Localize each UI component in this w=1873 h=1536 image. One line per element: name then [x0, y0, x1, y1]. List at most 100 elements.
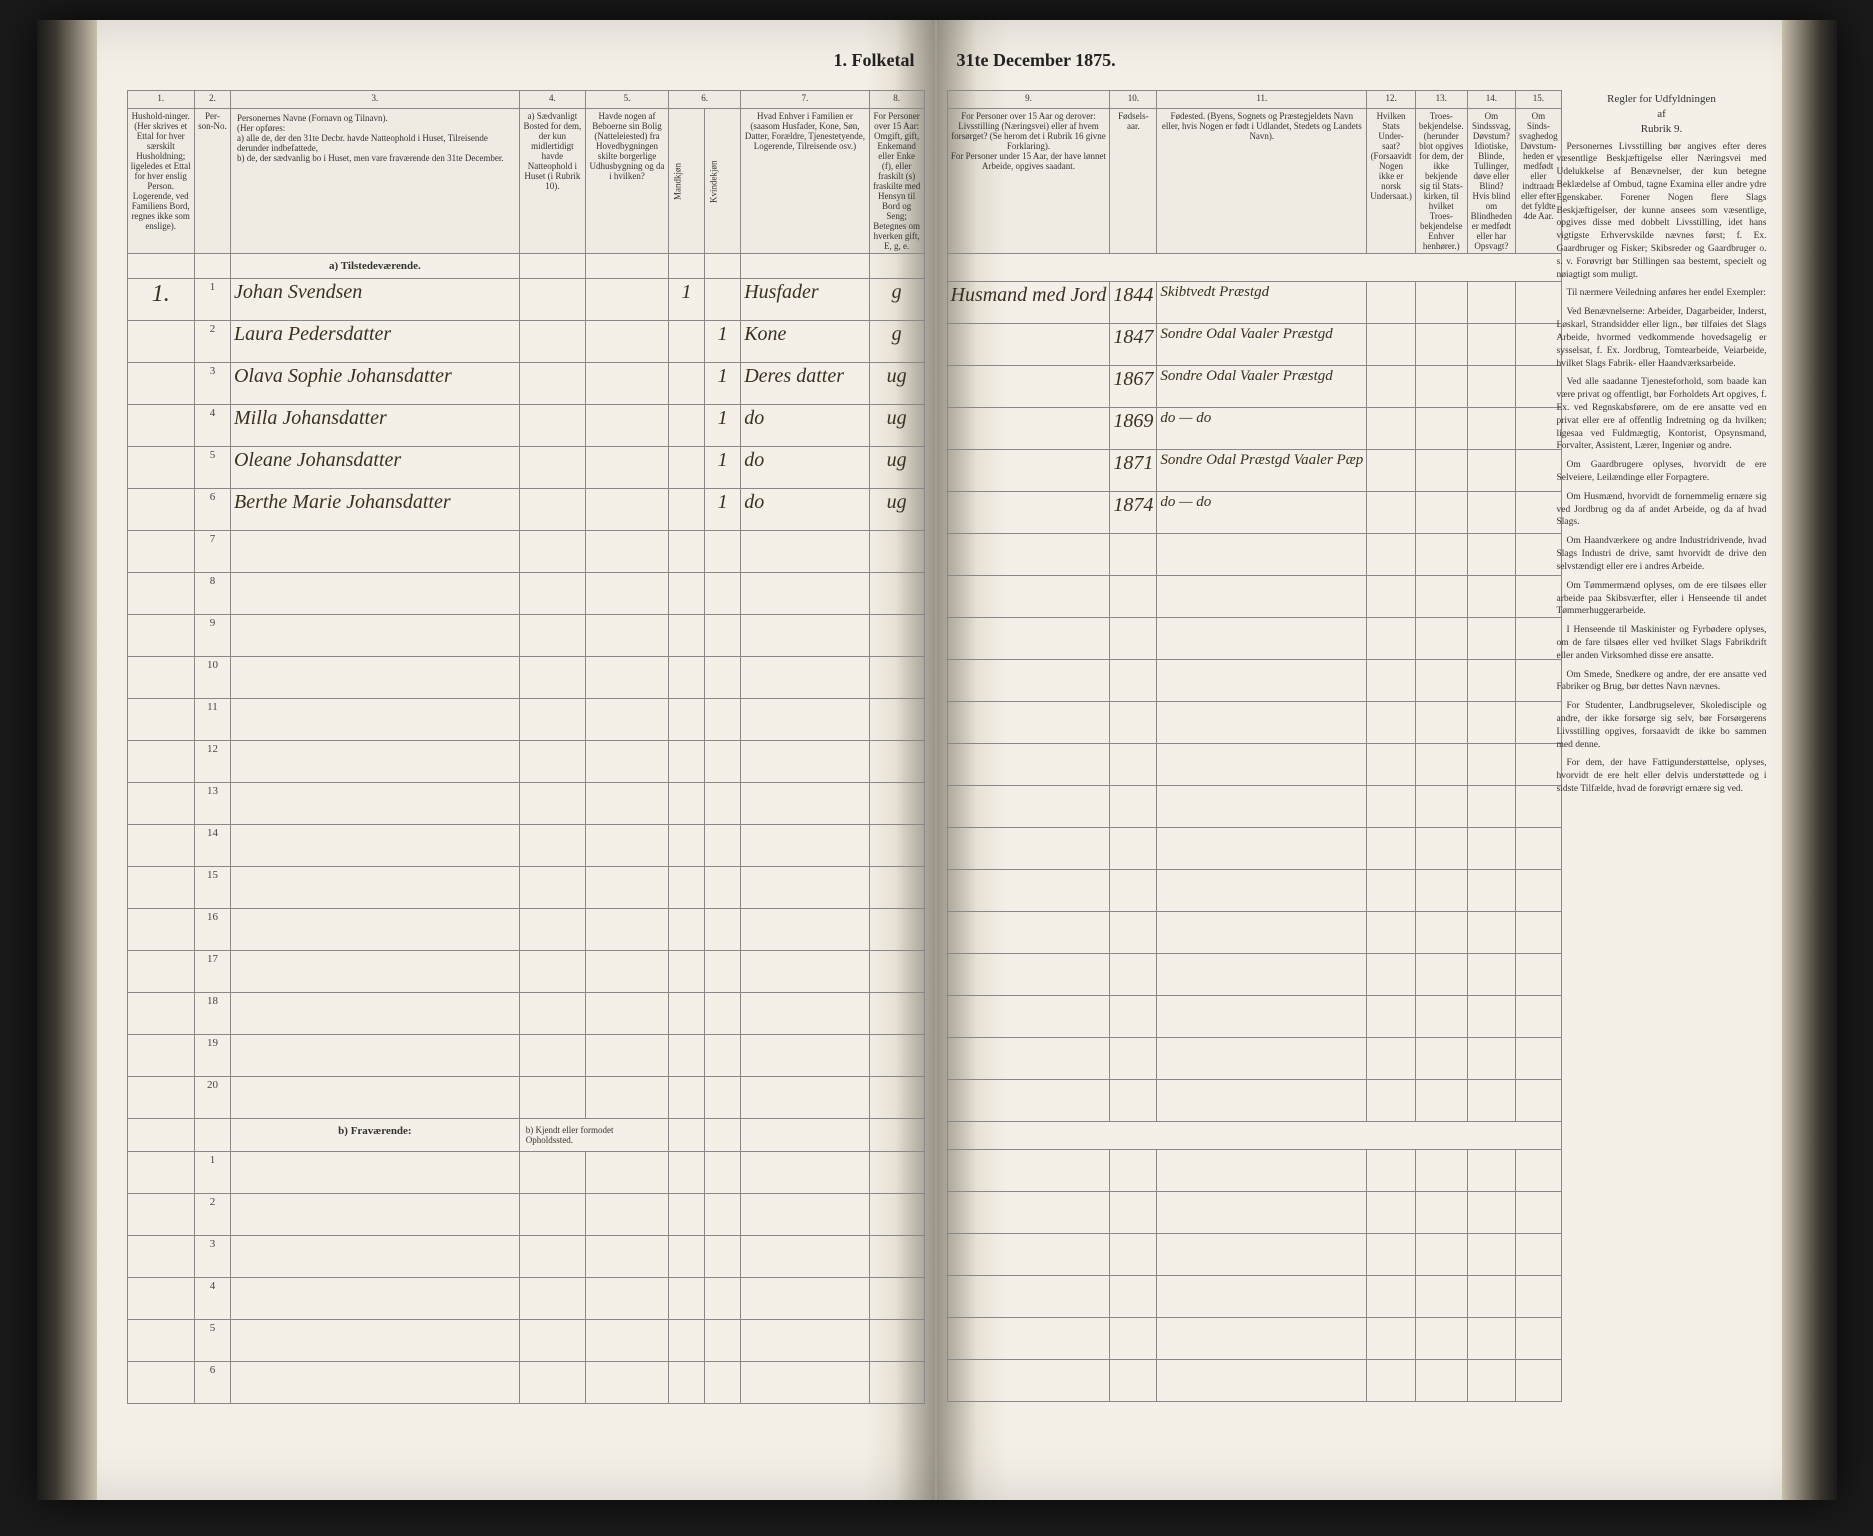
section-b-text: b) Fraværende: — [230, 1119, 519, 1152]
section-b-spacer-right — [947, 1122, 1561, 1150]
cell-personno: 12 — [194, 741, 230, 783]
cell-year: 1844 — [1110, 282, 1157, 324]
cell-col5 — [585, 489, 668, 531]
cell-civil: g — [869, 279, 924, 321]
cell-occupation — [947, 450, 1110, 492]
table-row-blank — [947, 1276, 1561, 1318]
table-row: 1869 do — do — [947, 408, 1561, 450]
cell-col15 — [1516, 366, 1561, 408]
title-left: 1. Folketal — [834, 50, 915, 71]
page-right: 31te December 1875. 9. 10. 11. 12. 13. 1… — [937, 20, 1837, 1500]
ledger-right-body: Husmand med Jord 1844 Skibtvedt Præstgd … — [947, 254, 1561, 1402]
cell-personno: 19 — [194, 1035, 230, 1077]
cell-col15 — [1516, 324, 1561, 366]
cell-name: Berthe Marie Johansdatter — [230, 489, 519, 531]
h2: Per-son-No. — [194, 109, 230, 254]
cell-birthplace: Sondre Odal Præstgd Vaaler Pæp — [1157, 450, 1367, 492]
cell-personno: 7 — [194, 531, 230, 573]
cell-civil: g — [869, 321, 924, 363]
table-row-blank: 11 — [127, 699, 924, 741]
table-row-blank — [947, 954, 1561, 996]
section-a-label: a) Tilstedeværende. — [127, 254, 924, 279]
cell-civil: ug — [869, 363, 924, 405]
cell-personno: 4 — [194, 1278, 230, 1320]
cell-birthplace: Sondre Odal Vaaler Præstgd — [1157, 366, 1367, 408]
cell-personno: 13 — [194, 783, 230, 825]
instruction-paragraph: Ved alle saadanne Tjenesteforhold, som b… — [1557, 376, 1767, 453]
colnum: 3. — [230, 91, 519, 109]
cell-birthplace: do — do — [1157, 492, 1367, 534]
ledger-right: 9. 10. 11. 12. 13. 14. 15. For Personer … — [947, 90, 1562, 1402]
table-row: 1. 1 Johan Svendsen 1 Husfader g — [127, 279, 924, 321]
table-row-blank: 9 — [127, 615, 924, 657]
table-row-blank — [947, 534, 1561, 576]
table-row-blank: 5 — [127, 1320, 924, 1362]
cell-col13 — [1415, 408, 1467, 450]
table-row: 2 Laura Pedersdatter 1 Kone g — [127, 321, 924, 363]
table-row-blank — [947, 702, 1561, 744]
cell-year: 1867 — [1110, 366, 1157, 408]
cell-occupation: Husmand med Jord — [947, 282, 1110, 324]
table-row-blank — [947, 1150, 1561, 1192]
h14: Om Sindssvag, Døvstum? Idiotiske, Blinde… — [1467, 109, 1516, 254]
cell-col14 — [1467, 324, 1516, 366]
cell-name: Oleane Johansdatter — [230, 447, 519, 489]
header-row-left: Hushold-ninger. (Her skrives et Ettal fo… — [127, 109, 924, 254]
instruction-paragraph: Ved Benævnelserne: Arbeider, Dagarbeider… — [1557, 306, 1767, 370]
cell-male — [669, 321, 705, 363]
cell-col4 — [519, 363, 585, 405]
cell-personno: 2 — [194, 321, 230, 363]
cell-civil: ug — [869, 405, 924, 447]
table-row-blank: 17 — [127, 951, 924, 993]
instruction-paragraph: I Henseende til Maskinister og Fyrbødere… — [1557, 624, 1767, 662]
cell-relation: Kone — [741, 321, 870, 363]
cell-personno: 17 — [194, 951, 230, 993]
table-row: 1847 Sondre Odal Vaaler Præstgd — [947, 324, 1561, 366]
h3: Personernes Navne (Fornavn og Tilnavn). … — [230, 109, 519, 254]
census-book: 1. Folketal 1. 2. 3. 4. 5. 6. 7. 8. Hush… — [37, 20, 1837, 1500]
cell-year: 1871 — [1110, 450, 1157, 492]
cell-col12 — [1367, 492, 1416, 534]
cell-col4 — [519, 405, 585, 447]
cell-name: Laura Pedersdatter — [230, 321, 519, 363]
h11: Fødested. (Byens, Sognets og Præstegjeld… — [1157, 109, 1367, 254]
colnum: 10. — [1110, 91, 1157, 109]
cell-col15 — [1516, 450, 1561, 492]
table-row-blank — [947, 996, 1561, 1038]
cell-personno: 18 — [194, 993, 230, 1035]
table-row-blank: 15 — [127, 867, 924, 909]
colnum: 9. — [947, 91, 1110, 109]
h12: Hvilken Stats Under-saat? (Forsaavidt No… — [1367, 109, 1416, 254]
cell-personno: 3 — [194, 363, 230, 405]
table-row-blank — [947, 912, 1561, 954]
cell-personno: 11 — [194, 699, 230, 741]
cell-col13 — [1415, 450, 1467, 492]
colnum: 8. — [869, 91, 924, 109]
table-row-blank — [947, 618, 1561, 660]
cell-male — [669, 447, 705, 489]
cell-col4 — [519, 279, 585, 321]
cell-household: 1. — [127, 279, 194, 321]
cell-birthplace: Skibtvedt Præstgd — [1157, 282, 1367, 324]
table-row-blank: 16 — [127, 909, 924, 951]
cell-household — [127, 447, 194, 489]
ledger-left: 1. 2. 3. 4. 5. 6. 7. 8. Hushold-ninger. … — [127, 90, 925, 1404]
cell-personno: 5 — [194, 447, 230, 489]
colnum: 4. — [519, 91, 585, 109]
colnum: 5. — [585, 91, 668, 109]
table-row: 1874 do — do — [947, 492, 1561, 534]
cell-personno: 1 — [194, 1152, 230, 1194]
section-a-spacer-right — [947, 254, 1561, 282]
colnum: 2. — [194, 91, 230, 109]
cell-year: 1869 — [1110, 408, 1157, 450]
cell-col14 — [1467, 408, 1516, 450]
table-row-blank: 6 — [127, 1362, 924, 1404]
cell-birthplace: do — do — [1157, 408, 1367, 450]
table-row-blank — [947, 576, 1561, 618]
instructions-body: Personernes Livsstilling bør angives eft… — [1557, 141, 1767, 796]
cell-male — [669, 489, 705, 531]
cell-relation: do — [741, 489, 870, 531]
cell-col4 — [519, 489, 585, 531]
instruction-paragraph: For dem, der have Fattigunderstøttelse, … — [1557, 757, 1767, 795]
h7: Hvad Enhver i Familien er (saasom Husfad… — [741, 109, 870, 254]
